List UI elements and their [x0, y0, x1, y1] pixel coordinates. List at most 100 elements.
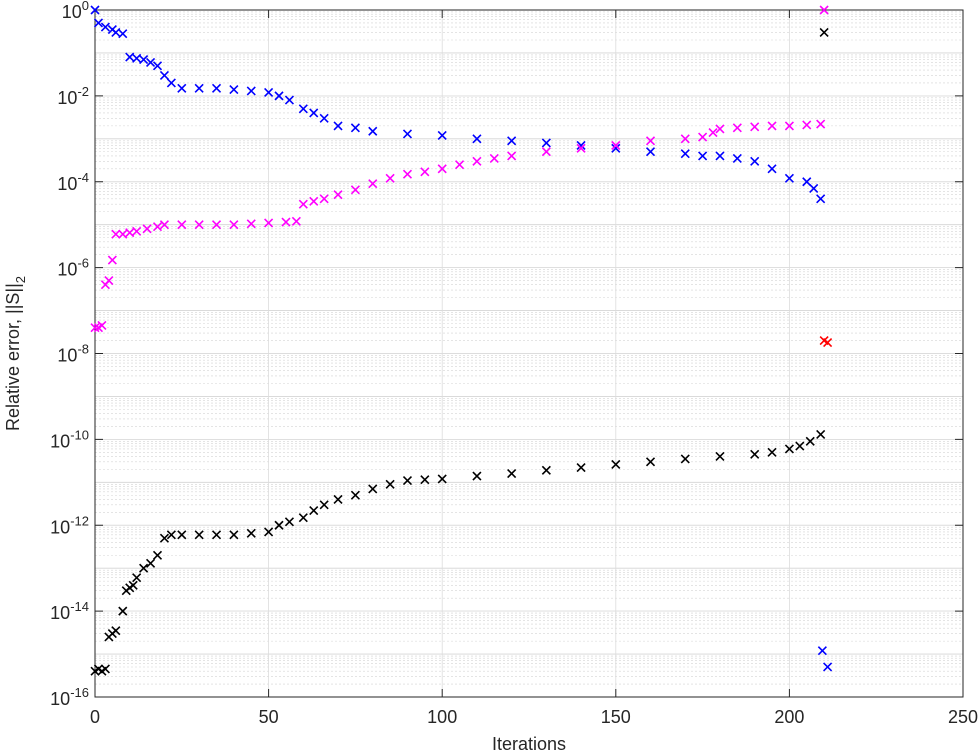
marker-stroke	[132, 226, 142, 236]
marker-stroke	[132, 53, 142, 63]
marker	[194, 530, 204, 540]
marker	[100, 22, 110, 32]
marker	[132, 573, 142, 583]
marker-stroke	[454, 160, 465, 170]
marker-stroke	[246, 86, 256, 96]
marker	[132, 53, 142, 63]
marker	[284, 95, 294, 105]
marker-stroke	[541, 147, 551, 157]
marker-stroke	[645, 136, 656, 146]
marker-stroke	[611, 140, 621, 151]
marker	[437, 164, 447, 174]
marker	[385, 479, 395, 489]
marker-stroke	[177, 530, 187, 540]
marker-stroke	[298, 104, 308, 114]
marker	[194, 220, 204, 230]
marker-stroke	[698, 151, 708, 161]
marker	[274, 91, 284, 101]
marker	[125, 228, 135, 238]
marker-stroke	[541, 138, 551, 148]
marker-stroke	[576, 143, 586, 153]
marker-stroke	[402, 129, 413, 139]
marker	[291, 216, 301, 226]
marker	[767, 447, 777, 457]
marker	[541, 465, 551, 475]
y-axis-label-text: Relative error, ||S||	[3, 283, 23, 431]
marker	[437, 130, 447, 140]
marker	[177, 83, 187, 93]
marker	[611, 143, 621, 153]
marker	[385, 173, 395, 183]
marker-stroke	[784, 173, 794, 183]
y-tick-label: 10-12	[50, 513, 89, 537]
marker	[309, 505, 319, 516]
marker	[152, 61, 163, 71]
marker	[145, 558, 156, 568]
marker-stroke	[246, 528, 256, 538]
marker	[420, 167, 430, 177]
marker-stroke	[264, 87, 274, 98]
marker	[281, 217, 291, 227]
marker	[698, 151, 708, 161]
marker-stroke	[368, 179, 378, 189]
marker-stroke	[420, 167, 430, 177]
marker	[420, 475, 430, 485]
marker	[93, 18, 104, 28]
marker	[100, 664, 110, 674]
marker-stroke	[139, 563, 149, 573]
marker-stroke	[309, 196, 319, 206]
marker-stroke	[125, 228, 135, 238]
marker	[111, 27, 121, 38]
marker-stroke	[611, 459, 621, 470]
marker-stroke	[732, 123, 742, 133]
marker	[111, 229, 121, 239]
marker	[472, 156, 482, 166]
marker-stroke	[93, 18, 104, 28]
marker	[229, 85, 239, 95]
marker	[368, 484, 378, 494]
marker	[350, 185, 360, 195]
y-tick-label: 10-2	[57, 84, 89, 108]
marker-stroke	[420, 475, 430, 485]
marker-stroke	[437, 164, 447, 174]
marker	[698, 132, 708, 142]
marker	[507, 136, 517, 146]
marker	[680, 134, 690, 144]
marker-stroke	[750, 156, 760, 166]
marker	[319, 113, 329, 123]
marker	[576, 143, 586, 153]
marker	[159, 70, 170, 80]
x-tick-label: 200	[774, 707, 804, 727]
marker-stroke	[274, 91, 284, 101]
x-tick-label: 0	[90, 707, 100, 727]
marker	[715, 451, 725, 462]
marker	[264, 218, 274, 228]
y-tick-label: 10-4	[57, 170, 89, 194]
marker	[732, 123, 742, 133]
marker-stroke	[298, 513, 308, 523]
marker	[128, 580, 138, 590]
marker	[802, 120, 812, 130]
marker-stroke	[680, 454, 690, 464]
marker-stroke	[284, 95, 294, 105]
marker	[211, 530, 222, 540]
marker	[177, 530, 187, 540]
marker-stroke	[309, 505, 319, 516]
marker	[350, 123, 360, 133]
marker-stroke	[229, 220, 239, 230]
marker	[333, 494, 343, 504]
marker	[125, 52, 135, 62]
marker	[732, 153, 742, 163]
marker	[274, 520, 284, 530]
marker	[750, 449, 760, 459]
marker	[118, 229, 128, 239]
marker-stroke	[645, 457, 656, 467]
marker-stroke	[816, 119, 826, 129]
marker-stroke	[611, 143, 621, 153]
marker	[809, 183, 819, 193]
marker-stroke	[715, 124, 725, 134]
marker-stroke	[319, 194, 329, 204]
axes-box	[94, 9, 964, 698]
marker	[333, 121, 343, 131]
marker-stroke	[437, 130, 447, 140]
